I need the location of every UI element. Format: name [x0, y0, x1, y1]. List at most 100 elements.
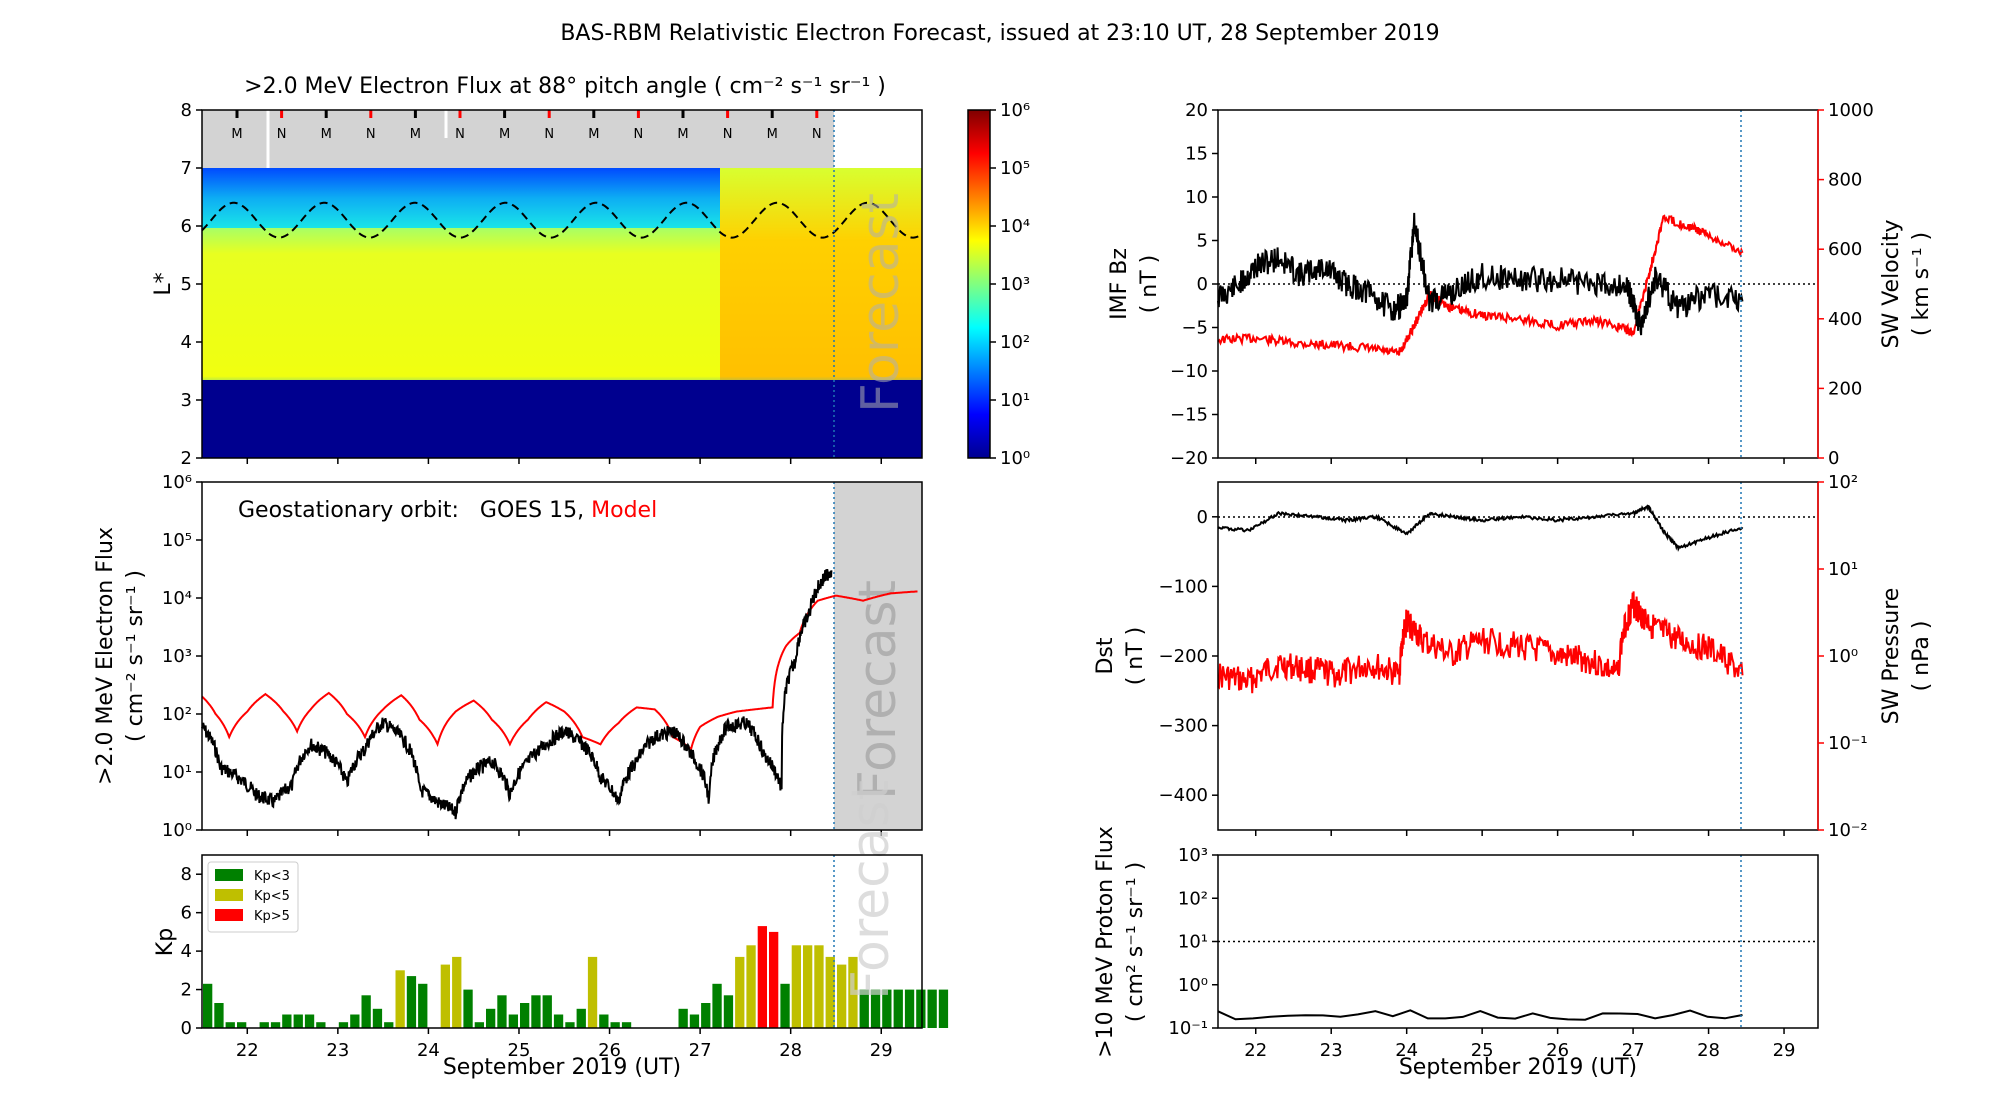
- colorbar-tick-label: 10⁵: [1000, 158, 1030, 179]
- sw-pressure-line: [1217, 591, 1744, 694]
- kp-bar: [361, 995, 371, 1028]
- imf-y-tick-label: 20: [1185, 100, 1208, 121]
- kp-legend-mid: Kp<5: [254, 889, 290, 904]
- kp-legend-low: Kp<3: [254, 869, 290, 884]
- magnetopause-line: [201, 201, 922, 239]
- kp-bar: [814, 945, 824, 1028]
- kp-bar: [848, 956, 858, 1028]
- imf-y-tick-label: −20: [1170, 448, 1208, 469]
- kp-bar: [576, 1008, 586, 1028]
- colorbar-tick-label: 10⁴: [1000, 216, 1030, 237]
- orbit-marker-label: M: [321, 127, 332, 142]
- orbit-marker-label: N: [544, 127, 554, 142]
- sw-velocity-y-tick-label: 1000: [1828, 100, 1874, 121]
- proton-xtick-label: 22: [1244, 1040, 1267, 1061]
- proton-xtick-label: 23: [1320, 1040, 1343, 1061]
- proton-flux-line: [1217, 1009, 1743, 1021]
- kp-bar: [746, 945, 756, 1028]
- kp-xtick-label: 29: [870, 1040, 893, 1061]
- dst-ylabel-units: ( nT ): [1123, 627, 1148, 686]
- kp-bar: [904, 989, 915, 1028]
- imf-y-tick-label: −5: [1181, 318, 1208, 339]
- kp-y-tick-label: 2: [181, 980, 192, 1001]
- geo-flux-y-tick-label: 10²: [162, 704, 192, 725]
- kp-frame: [201, 854, 923, 1029]
- kp-bar: [406, 976, 417, 1028]
- left-xlabel: September 2019 (UT): [443, 1055, 681, 1080]
- orbit-marker-label: M: [677, 127, 688, 142]
- dst-y-tick-label: 0: [1197, 507, 1208, 528]
- kp-bar: [689, 1014, 700, 1028]
- sw-velocity-y-tick-label: 600: [1828, 239, 1862, 260]
- kp-xtick-label: 22: [236, 1040, 259, 1061]
- proton-y-tick-label: 10¹: [1178, 932, 1208, 953]
- kp-bar: [214, 1003, 224, 1028]
- sw-velocity-y-tick-label: 0: [1828, 448, 1839, 469]
- kp-bar: [463, 989, 473, 1028]
- kp-bar: [791, 945, 801, 1028]
- dst-y-tick-label: −100: [1159, 576, 1208, 597]
- sw-velocity-y-tick-label: 200: [1828, 378, 1862, 399]
- orbit-marker-label: M: [588, 127, 599, 142]
- imf-ylabel-units: ( nT ): [1137, 255, 1162, 314]
- kp-y-tick-label: 0: [181, 1018, 192, 1039]
- proton-xtick-label: 28: [1697, 1040, 1720, 1061]
- kp-bar: [757, 926, 767, 1028]
- colorbar-tick-label: 10²: [1000, 332, 1030, 353]
- sw-velocity-ylabel: SW Velocity: [1879, 219, 1904, 348]
- legend-model: Model: [591, 498, 657, 523]
- figure-title: BAS-RBM Relativistic Electron Forecast, …: [560, 21, 1439, 46]
- kp-bar: [723, 995, 734, 1028]
- kp-bar: [542, 995, 552, 1028]
- proton-ticks: 10⁻¹ 10⁰ 10¹ 10² 10³ 22 23 24 25 26 27 28 29: [1168, 845, 1795, 1061]
- proton-xtick-label: 25: [1471, 1040, 1494, 1061]
- orbit-marker-label: N: [366, 127, 376, 142]
- dst-y-tick-label: −300: [1159, 716, 1208, 737]
- flux-map-ylabel: L*: [151, 272, 176, 295]
- kp-xtick-label: 24: [417, 1040, 440, 1061]
- model-flux-line: [201, 590, 918, 751]
- orbit-marker-label: M: [499, 127, 510, 142]
- proton-xtick-label: 27: [1622, 1040, 1645, 1061]
- colorbar-tick-label: 10³: [1000, 274, 1030, 295]
- sw-pressure-y-tick-label: 10⁻¹: [1828, 733, 1868, 754]
- kp-xtick-label: 28: [779, 1040, 802, 1061]
- dst-ticks: −400 −300 −200 −100 0 10⁻² 10⁻¹ 10⁰ 10¹ 10²: [1159, 472, 1868, 841]
- sw-velocity-ylabel-units: ( km s⁻¹ ): [1909, 232, 1934, 336]
- colorbar-tick-label: 10¹: [1000, 390, 1030, 411]
- imf-y-tick-label: 0: [1197, 274, 1208, 295]
- kp-bar: [338, 1022, 349, 1028]
- kp-legend-swatch-low: [215, 869, 243, 881]
- sw-pressure-y-tick-label: 10⁰: [1828, 646, 1858, 667]
- kp-bar: [270, 1022, 281, 1028]
- proton-xtick-label: 29: [1773, 1040, 1796, 1061]
- kp-bar: [316, 1022, 326, 1028]
- imf-y-tick-label: 5: [1197, 231, 1208, 252]
- flux-map-y-tick-label: 8: [181, 100, 192, 121]
- kp-bar: [259, 1022, 269, 1028]
- kp-xtick-label: 23: [326, 1040, 349, 1061]
- flux-map-y-tick-label: 5: [181, 274, 192, 295]
- sw-pressure-y-tick-label: 10¹: [1828, 559, 1858, 580]
- kp-bar: [621, 1022, 632, 1028]
- proton-xtick-label: 26: [1546, 1040, 1569, 1061]
- kp-bar: [859, 989, 869, 1028]
- dst-panel: −400 −300 −200 −100 0 10⁻² 10⁻¹ 10⁰ 10¹ 10² Dst (…: [1093, 472, 1934, 841]
- sw-velocity-y-tick-label: 800: [1828, 170, 1862, 191]
- orbit-marker-label: N: [812, 127, 822, 142]
- kp-y-tick-label: 4: [181, 941, 192, 962]
- colorbar: 10⁰ 10¹ 10² 10³ 10⁴ 10⁵ 10⁶: [967, 100, 1030, 469]
- geo-flux-forecast-label: Forecast: [848, 580, 908, 800]
- kp-bar: [893, 989, 903, 1028]
- flux-map-y-tick-label: 6: [181, 216, 192, 237]
- geo-flux-y-tick-label: 10⁴: [162, 588, 192, 609]
- kp-bar: [701, 1003, 711, 1028]
- dst-line: [1217, 504, 1744, 552]
- legend-goes15: GOES 15: [480, 498, 577, 523]
- colorbar-gradient: [967, 109, 991, 459]
- kp-bar: [882, 989, 892, 1028]
- kp-xtick-label: 25: [508, 1040, 531, 1061]
- proton-ylabel-units: ( cm² s⁻¹ sr⁻¹ ): [1123, 862, 1148, 1022]
